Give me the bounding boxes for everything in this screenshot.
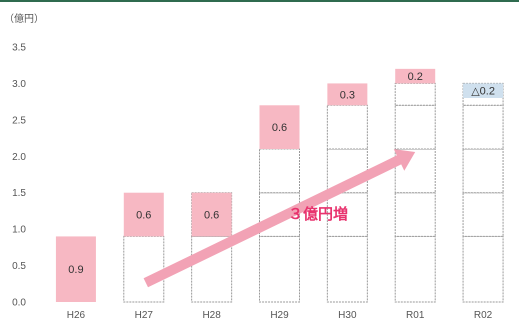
y-tick-label: 3.5 (12, 43, 26, 54)
x-tick-label: H30 (338, 310, 357, 321)
cumulative-segment (259, 235, 300, 303)
y-tick-label: 3.0 (12, 79, 26, 90)
cumulative-segment (394, 82, 436, 106)
cumulative-segment (462, 235, 504, 303)
y-tick-label: 1.5 (12, 188, 26, 199)
increment-bar (123, 192, 164, 237)
cumulative-segment (462, 104, 504, 150)
increment-bar (395, 68, 436, 84)
cumulative-segment (462, 148, 504, 194)
y-tick-label: 0.0 (12, 298, 26, 309)
cumulative-segment (123, 235, 165, 303)
cumulative-segment (462, 192, 504, 237)
annotation-group: ３億円増 (143, 149, 416, 288)
increment-bar (327, 83, 368, 106)
data-label: 0.6 (272, 122, 287, 134)
y-tick-label: 0.5 (12, 261, 26, 272)
bars: 0.9 0.6 0.6 0.6 0.3 0.2 △0.2 (55, 68, 504, 303)
data-label: 0.3 (340, 89, 355, 101)
y-axis-ticks: 0.0 0.5 1.0 1.5 2.0 2.5 3.0 3.5 (12, 43, 26, 309)
data-label: △0.2 (471, 86, 495, 98)
x-tick-label: R02 (474, 310, 493, 321)
x-tick-label: H29 (270, 310, 289, 321)
cumulative-segment (326, 235, 368, 303)
cumulative-segment (394, 235, 436, 303)
data-label: 0.6 (204, 210, 219, 222)
decrement-bar (463, 83, 504, 98)
x-tick-label: H28 (202, 310, 221, 321)
y-tick-label: 2.0 (12, 152, 26, 163)
y-tick-label: 1.0 (12, 225, 26, 236)
x-axis-ticks: H26 H27 H28 H29 H30 R01 R02 (67, 310, 493, 321)
data-label: 0.6 (136, 210, 151, 222)
cumulative-segment (326, 104, 368, 150)
data-label: 0.9 (68, 264, 83, 276)
increment-bar (55, 236, 96, 302)
x-tick-label: H26 (67, 310, 86, 321)
x-tick-label: R01 (406, 310, 425, 321)
cumulative-segment (394, 192, 436, 237)
trend-arrow (143, 149, 416, 288)
x-tick-label: H27 (135, 310, 154, 321)
increment-bar (191, 192, 232, 237)
y-axis-unit-label: （億円） (4, 12, 44, 25)
data-label: 0.2 (408, 71, 423, 83)
cumulative-segment (259, 148, 300, 194)
y-tick-label: 2.5 (12, 115, 26, 126)
cumulative-segment (394, 104, 436, 150)
increment-bar (259, 105, 300, 149)
cumulative-segment (326, 192, 368, 237)
top-border-line (0, 0, 519, 2)
annotation-text: ３億円増 (288, 205, 348, 223)
